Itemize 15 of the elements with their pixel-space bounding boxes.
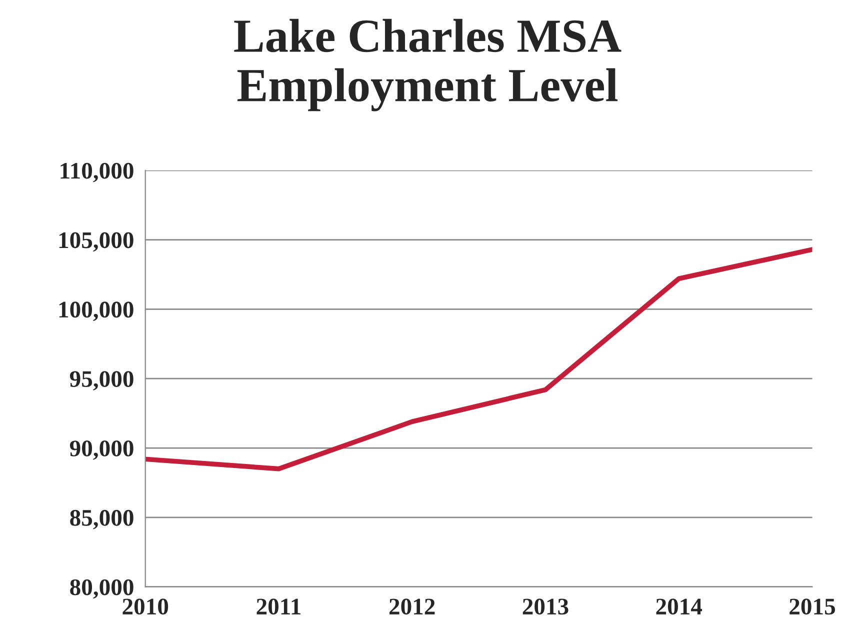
x-tick-label: 2013: [522, 598, 568, 615]
x-tick-label: 2014: [656, 598, 702, 615]
x-tick-label: 2010: [122, 598, 168, 615]
x-tick-label: 2012: [389, 598, 435, 615]
x-tick-label: 2011: [256, 598, 300, 615]
y-tick-label: 85,000: [70, 510, 134, 530]
y-tick-label: 95,000: [70, 371, 134, 390]
chart-title: Lake Charles MSA Employment Level: [234, 18, 622, 112]
y-tick-label: 105,000: [59, 232, 134, 252]
x-tick-label: 2015: [790, 598, 835, 615]
y-tick-label: 110,000: [60, 162, 134, 182]
y-tick-label: 80,000: [70, 579, 134, 599]
y-tick-label: 90,000: [70, 440, 134, 460]
y-tick-label: 100,000: [59, 302, 134, 322]
line-series: [145, 247, 812, 472]
